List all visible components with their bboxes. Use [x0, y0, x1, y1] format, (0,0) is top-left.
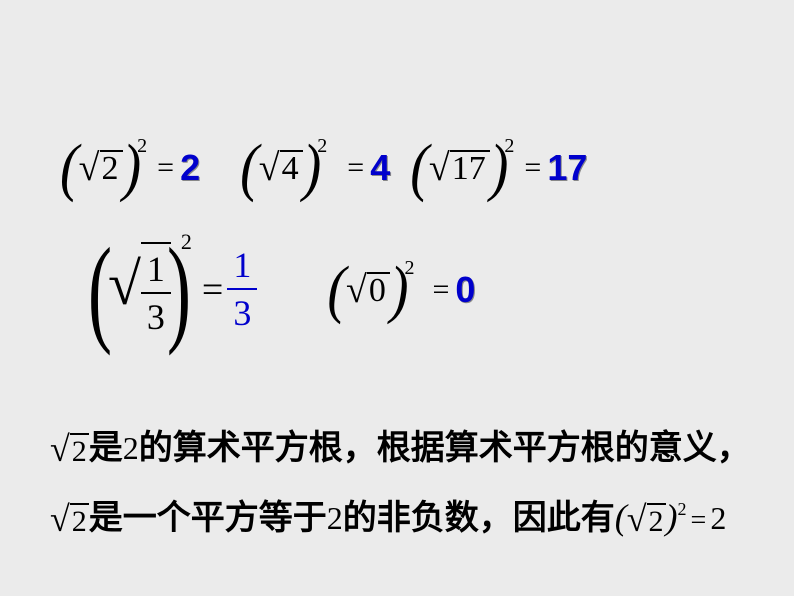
rparen: ) — [666, 497, 678, 537]
equals: = — [524, 151, 541, 185]
radicand: 2 — [70, 433, 89, 469]
exponent: 2 — [317, 135, 327, 158]
explanation-line-1: √ 2 是2的算术平方根，根据算术平方根的意义， — [50, 420, 751, 469]
sqrt-frac-wrap: √ 1 3 — [108, 242, 171, 337]
exponent: 2 — [137, 135, 147, 158]
sqrt-symbol: √ — [346, 271, 367, 309]
expr-sqrt17: ( √ 17 ) 2 = 17 — [410, 140, 587, 196]
inline-number: 2 — [327, 500, 343, 536]
equals: = — [432, 273, 449, 307]
exponent: 2 — [678, 499, 687, 519]
radicand: 2 — [70, 503, 89, 539]
fraction-answer: 1 3 — [227, 246, 257, 333]
expr-sqrt0: ( √ 0 ) 2 = 0 — [327, 262, 475, 318]
sqrt-symbol: √ — [259, 149, 280, 187]
text-a: 是一个平方等于 — [89, 499, 327, 537]
inline-number: 2 — [123, 430, 139, 466]
expr-sqrt4: ( √ 4 ) 2 = 4 — [240, 140, 390, 196]
sqrt-wrap: √ 0 — [346, 271, 390, 309]
exponent: 2 — [404, 257, 414, 280]
sqrt-wrap: √ 4 — [259, 149, 303, 187]
inline-sqrt-result: √ 2 — [627, 498, 666, 540]
equals: = — [157, 151, 174, 185]
text-a: 是 — [89, 429, 123, 467]
radicand: 2 — [100, 150, 123, 186]
text-b: 的非负数，因此有 — [343, 499, 615, 537]
answer: 2 — [180, 147, 200, 189]
sqrt-symbol: √ — [108, 250, 141, 319]
equation-row-2: ( √ 1 3 ) 2 = 1 3 ( √ 0 ) 2 = 0 — [80, 230, 475, 350]
lparen: ( — [327, 258, 346, 322]
inline-sqrt: √ 2 — [50, 498, 89, 540]
result-value: 2 — [710, 500, 726, 536]
answer: 0 — [455, 269, 475, 311]
denominator: 3 — [233, 290, 251, 334]
text-b: 的算术平方根，根据算术平方根的意义， — [139, 429, 751, 467]
sqrt-symbol: √ — [627, 498, 647, 540]
radicand: 0 — [367, 272, 390, 308]
answer: 17 — [547, 147, 587, 189]
sqrt-symbol: √ — [79, 149, 100, 187]
sqrt-symbol: √ — [429, 149, 450, 187]
lparen: ( — [410, 136, 429, 200]
sqrt-wrap: √ 17 — [429, 149, 490, 187]
lparen: ( — [240, 136, 259, 200]
denominator: 3 — [147, 294, 165, 338]
numerator: 1 — [227, 246, 257, 290]
explanation-line-2: √ 2 是一个平方等于2的非负数，因此有( √ 2 )2=2 — [50, 490, 726, 539]
answer: 4 — [370, 147, 390, 189]
radicand: 4 — [280, 150, 303, 186]
inline-sqrt: √ 2 — [50, 428, 89, 470]
sqrt-wrap: √ 2 — [79, 149, 123, 187]
equals: = — [202, 268, 223, 312]
lparen: ( — [60, 136, 79, 200]
expr-sqrt2: ( √ 2 ) 2 = 2 — [60, 140, 200, 196]
equals: = — [347, 151, 364, 185]
exponent: 2 — [504, 135, 514, 158]
lparen: ( — [615, 497, 627, 537]
equation-row-1: ( √ 2 ) 2 = 2 ( √ 4 ) 2 = 4 ( √ 17 ) 2 =… — [60, 140, 587, 196]
radicand: 17 — [450, 150, 490, 186]
equals: = — [691, 505, 707, 536]
sqrt-symbol: √ — [50, 428, 70, 470]
exponent: 2 — [181, 229, 192, 255]
sqrt-symbol: √ — [50, 498, 70, 540]
radicand: 2 — [647, 503, 666, 539]
